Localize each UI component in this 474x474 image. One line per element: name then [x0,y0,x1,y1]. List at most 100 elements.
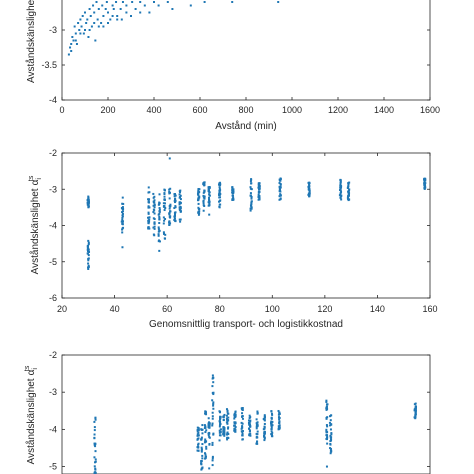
data-point [120,220,123,223]
panel-third: -5 -4 -3 -2 Avståndskänslighetαits [24,350,431,474]
data-point [271,413,274,416]
data-point [147,201,150,204]
data-point [125,11,128,14]
data-point [271,420,274,423]
data-point [226,418,229,421]
data-point [257,182,260,185]
data-point [270,424,273,427]
data-point [255,427,258,430]
data-point [256,421,259,424]
data-point [219,181,222,184]
data-point [250,182,253,185]
data-point [158,203,161,206]
data-point [250,178,253,181]
data-point [158,210,161,213]
data-point [255,442,258,445]
data-point [279,198,282,201]
data-point [249,186,252,189]
data-point [87,197,90,200]
data-point [346,195,349,198]
data-point [204,452,207,455]
data-point [212,376,215,379]
data-point [73,25,76,28]
data-point [249,207,252,210]
data-point [158,207,161,210]
data-point [147,211,150,214]
data-point [225,408,228,411]
data-point [241,438,244,441]
data-point [329,434,332,437]
data-point [270,428,273,431]
data-point [227,433,230,436]
data-point [179,191,182,194]
x-tick-label: 80 [215,304,225,314]
data-point [93,22,96,24]
data-point [234,426,237,429]
data-point [121,228,124,231]
data-point [233,427,236,430]
data-point [202,209,205,212]
data-point [196,429,199,432]
data-point [79,18,82,21]
data-point [196,433,199,436]
data-point [134,8,137,10]
scatter-points [86,157,427,270]
data-point [250,201,253,204]
data-point [97,25,100,28]
data-point [423,180,426,183]
data-point [256,440,259,443]
data-point [157,228,160,231]
data-point [179,220,182,223]
data-point [258,197,261,200]
data-point [270,412,273,415]
data-point [241,422,244,425]
data-point [330,438,333,441]
data-point [414,413,417,416]
data-point [77,22,80,24]
data-point [153,201,156,204]
data-point [208,193,211,196]
data-point [208,425,211,428]
y-tick-label: -3 [49,387,57,397]
x-tick-label: 20 [57,304,67,314]
x-tick-label: 200 [100,105,115,115]
data-point [139,11,142,14]
data-point [202,204,205,207]
data-point [78,29,81,31]
data-point [158,208,161,211]
data-point [249,420,252,423]
data-point [162,202,165,205]
data-point [94,443,97,446]
data-point [94,458,97,461]
data-point [173,219,176,222]
data-point [340,195,343,198]
x-tick-label: 800 [238,105,253,115]
data-point [257,193,260,196]
data-point [121,206,124,209]
data-point [339,189,342,192]
data-point [131,1,134,3]
data-point [424,182,427,185]
y-tick-label: -2 [49,350,57,360]
data-point [203,424,206,427]
data-point [218,193,221,196]
data-point [197,427,200,430]
data-point [212,401,215,404]
data-point [197,189,200,192]
data-point [197,208,200,211]
data-point [263,425,266,428]
data-point [233,412,236,415]
data-point [197,449,200,452]
data-point [173,211,176,214]
data-point [87,243,90,246]
data-point [153,209,156,212]
data-point [93,456,96,459]
data-point [93,436,96,439]
data-point [94,445,97,448]
data-point [270,422,273,425]
data-point [204,425,207,428]
data-point [202,183,205,186]
data-point [179,206,182,209]
data-point [325,431,328,434]
